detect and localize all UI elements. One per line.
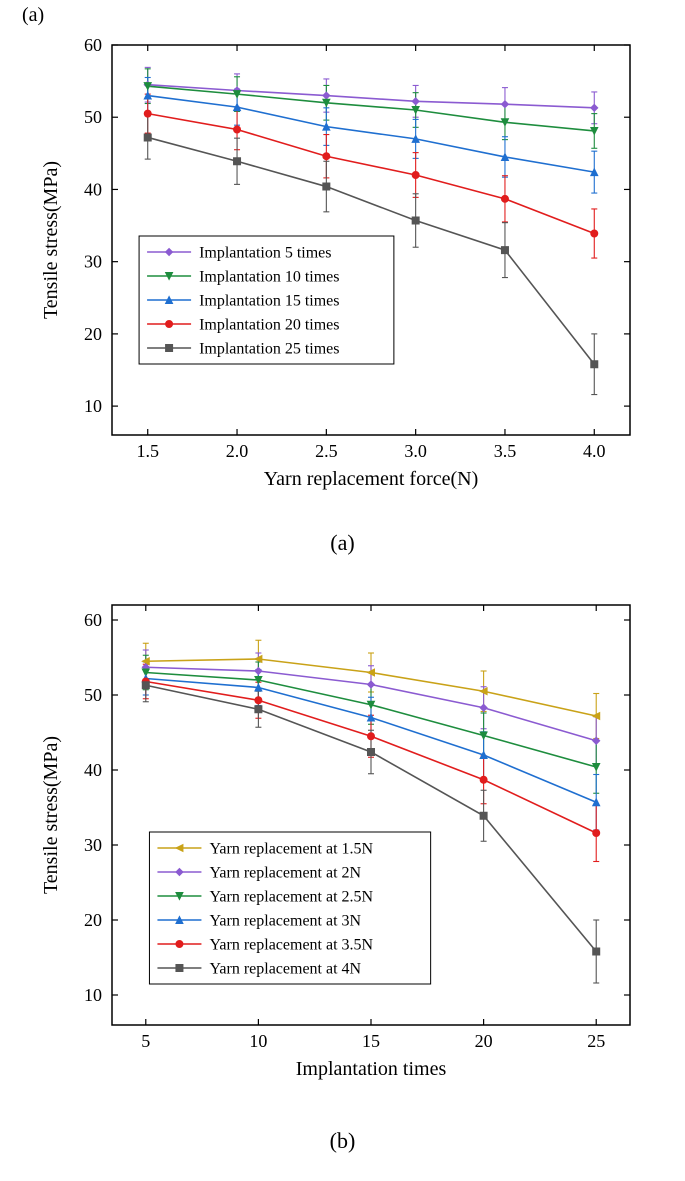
y-tick-label: 30 (84, 252, 102, 272)
y-tick-label: 40 (84, 179, 102, 199)
x-tick-label: 3.5 (494, 441, 517, 461)
chart-b: 5 10 15 20 25 10 20 30 40 50 60 Implantation times T… (20, 580, 670, 1120)
x-tick-label: 10 (249, 1031, 267, 1051)
x-tick-label: 3.0 (404, 441, 427, 461)
panel-a-caption: (a) (0, 530, 685, 556)
chart-a: 1.5 2.0 2.5 3.0 3.5 4.0 10 20 30 40 50 60 Yarn repla… (20, 15, 670, 520)
legend-label: Yarn replacement at 2N (209, 865, 361, 882)
x-axis-label: Implantation times (296, 1058, 447, 1080)
legend-label: Implantation 25 times (199, 341, 339, 358)
y-axis-label: Tensile stress(MPa) (40, 736, 62, 894)
x-tick-label: 1.5 (136, 441, 159, 461)
y-axis-label: Tensile stress(MPa) (40, 161, 62, 319)
legend-label: Yarn replacement at 3.5N (209, 937, 373, 954)
y-tick-label: 30 (84, 835, 102, 855)
y-tick-label: 10 (84, 985, 102, 1005)
y-tick-label: 20 (84, 910, 102, 930)
y-tick-label: 60 (84, 35, 102, 55)
legend-label: Implantation 20 times (199, 317, 339, 334)
x-tick-label: 2.0 (226, 441, 249, 461)
x-tick-label: 4.0 (583, 441, 606, 461)
legend-label: Implantation 5 times (199, 245, 331, 262)
y-tick-label: 10 (84, 396, 102, 416)
x-tick-label: 2.5 (315, 441, 338, 461)
legend-label: Yarn replacement at 2.5N (209, 889, 373, 906)
y-tick-label: 50 (84, 107, 102, 127)
legend-label: Yarn replacement at 4N (209, 961, 361, 978)
legend-label: Yarn replacement at 1.5N (209, 841, 373, 858)
legend: Yarn replacement at 1.5N Yarn replacement… (149, 832, 430, 984)
y-tick-label: 50 (84, 685, 102, 705)
y-tick-label: 20 (84, 324, 102, 344)
x-tick-label: 5 (141, 1031, 150, 1051)
x-axis-label: Yarn replacement force(N) (264, 468, 479, 490)
x-tick-label: 20 (475, 1031, 493, 1051)
y-tick-label: 60 (84, 610, 102, 630)
x-tick-label: 25 (587, 1031, 605, 1051)
figure-container: (a) 1.5 2.0 2.5 3.0 3.5 4.0 10 20 30 40 50 60 Yarn r… (0, 0, 685, 1181)
legend-label: Yarn replacement at 3N (209, 913, 361, 930)
legend-label: Implantation 10 times (199, 269, 339, 286)
x-tick-label: 15 (362, 1031, 380, 1051)
panel-b-caption: (b) (0, 1128, 685, 1154)
y-tick-label: 40 (84, 760, 102, 780)
legend: Implantation 5 times Implantation 10 time… (139, 236, 394, 364)
legend-label: Implantation 15 times (199, 293, 339, 310)
